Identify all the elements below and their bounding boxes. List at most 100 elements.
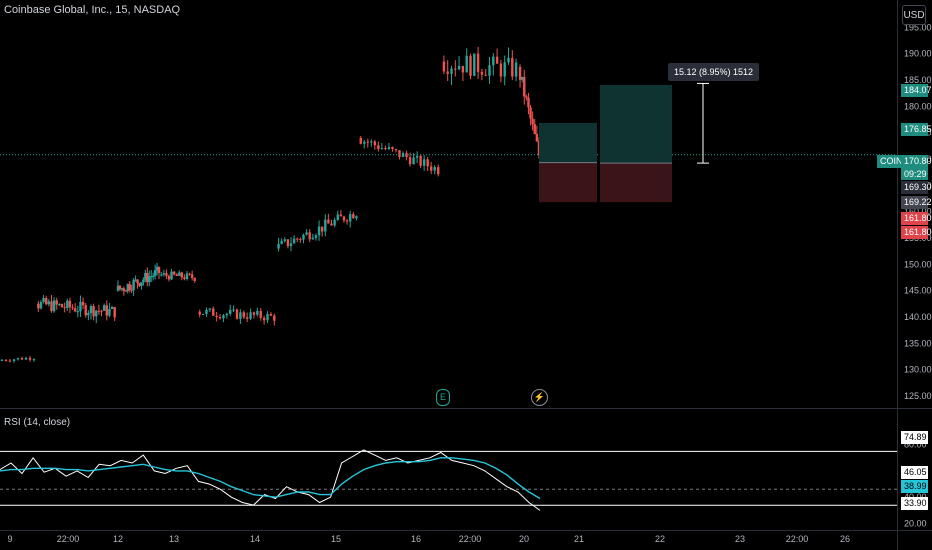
candle-body (39, 302, 43, 309)
candle-body (349, 214, 352, 222)
candle-body (330, 223, 333, 226)
candle-body (136, 279, 139, 284)
candle-body (126, 284, 129, 292)
candle-body (153, 270, 157, 276)
rsi-indicator-title[interactable]: RSI (14, close) (4, 417, 71, 428)
dividend-event-icon[interactable]: ⚡ (531, 389, 548, 406)
price-axis-tick: 185.00 (904, 75, 932, 85)
candle-body (239, 312, 242, 319)
candle-body (469, 55, 472, 76)
candle-body (345, 220, 349, 222)
candle-body (311, 237, 315, 240)
candle-body (280, 241, 283, 244)
candle-body (97, 310, 101, 312)
candle-body (252, 312, 256, 315)
candle-body (273, 315, 276, 321)
time-axis-tick: 26 (840, 534, 850, 544)
candle-body (256, 310, 259, 315)
candle-body (299, 239, 302, 241)
time-axis-tick: 22:00 (459, 534, 482, 544)
candle-body (535, 134, 539, 142)
candle-body (269, 313, 273, 316)
time-axis-tick: 16 (411, 534, 421, 544)
candle-body (79, 301, 82, 312)
price-tag-entry-a: 169.30 (901, 181, 932, 194)
price-axis-tick: 125.00 (904, 391, 932, 401)
candle-body (128, 284, 131, 290)
candle-body (89, 306, 93, 313)
candle-body (422, 159, 426, 166)
price-axis-tick: 195.00 (904, 22, 932, 32)
candle-body (377, 145, 380, 150)
rsi-tag-mid: 46.05 (901, 466, 928, 479)
time-axis-tick: 20 (519, 534, 529, 544)
price-axis-tick: 145.00 (904, 286, 932, 296)
candle-body (461, 65, 465, 73)
candle-body (24, 357, 28, 360)
position-stop-zone (539, 162, 597, 203)
candle-body (454, 68, 457, 70)
candle-body (148, 276, 151, 283)
time-axis-tick: 14 (250, 534, 260, 544)
candle-body (426, 159, 429, 167)
candle-body (232, 309, 235, 311)
candle-body (151, 275, 155, 277)
price-tag-entry-b: 169.22 (901, 196, 932, 209)
candle-body (401, 153, 405, 157)
candle-body (76, 311, 80, 313)
candle-body (314, 235, 318, 238)
candle-body (47, 301, 51, 305)
earnings-event-icon[interactable]: E (436, 389, 450, 406)
candle-body (81, 301, 85, 306)
last-price-tag: 170.80 (901, 155, 932, 168)
candle-body (433, 167, 436, 171)
candle-body (55, 300, 58, 305)
candle-body (366, 141, 370, 143)
candle-body (178, 272, 181, 276)
candle-body (363, 141, 366, 144)
candle-body (476, 53, 480, 72)
candle-body (0, 359, 4, 361)
candle-body (339, 214, 343, 217)
candle-body (124, 290, 127, 292)
candle-body (183, 277, 186, 279)
candle-body (165, 273, 168, 276)
candle-body (391, 147, 394, 150)
time-axis-tick: 23 (735, 534, 745, 544)
time-axis-tick: 9 (7, 534, 12, 544)
candle-body (218, 317, 222, 319)
candle-body (320, 226, 324, 232)
time-axis-tick: 22 (655, 534, 665, 544)
candle-body (160, 274, 163, 276)
candle-body (415, 155, 419, 158)
candle-body (308, 232, 311, 240)
candle-body (523, 76, 526, 97)
candle-body (352, 214, 355, 219)
candle-body (208, 308, 212, 310)
currency-button[interactable]: USD (902, 5, 926, 25)
candle-body (355, 216, 358, 219)
candle-body (242, 312, 245, 318)
candle-body (245, 317, 249, 319)
candle-body (511, 57, 514, 77)
candle-body (92, 306, 95, 317)
candle-body (283, 239, 286, 242)
candle-body (162, 273, 166, 275)
candle-body (73, 308, 77, 312)
measure-label: 15.12 (8.95%) 1512 (668, 63, 760, 81)
position-stop-zone (600, 163, 672, 203)
position-target-zone (539, 122, 597, 163)
candle-body (113, 306, 116, 318)
candle-body (205, 309, 208, 314)
time-axis-tick: 15 (331, 534, 341, 544)
candle-body (170, 271, 173, 280)
candle-body (95, 310, 98, 317)
candle-body (180, 272, 184, 278)
candle-body (446, 71, 449, 74)
candle-body (50, 301, 53, 312)
time-axis-tick: 22:00 (786, 534, 809, 544)
candle-body (437, 167, 440, 175)
candle-body (132, 280, 135, 291)
candle-body (60, 304, 64, 308)
